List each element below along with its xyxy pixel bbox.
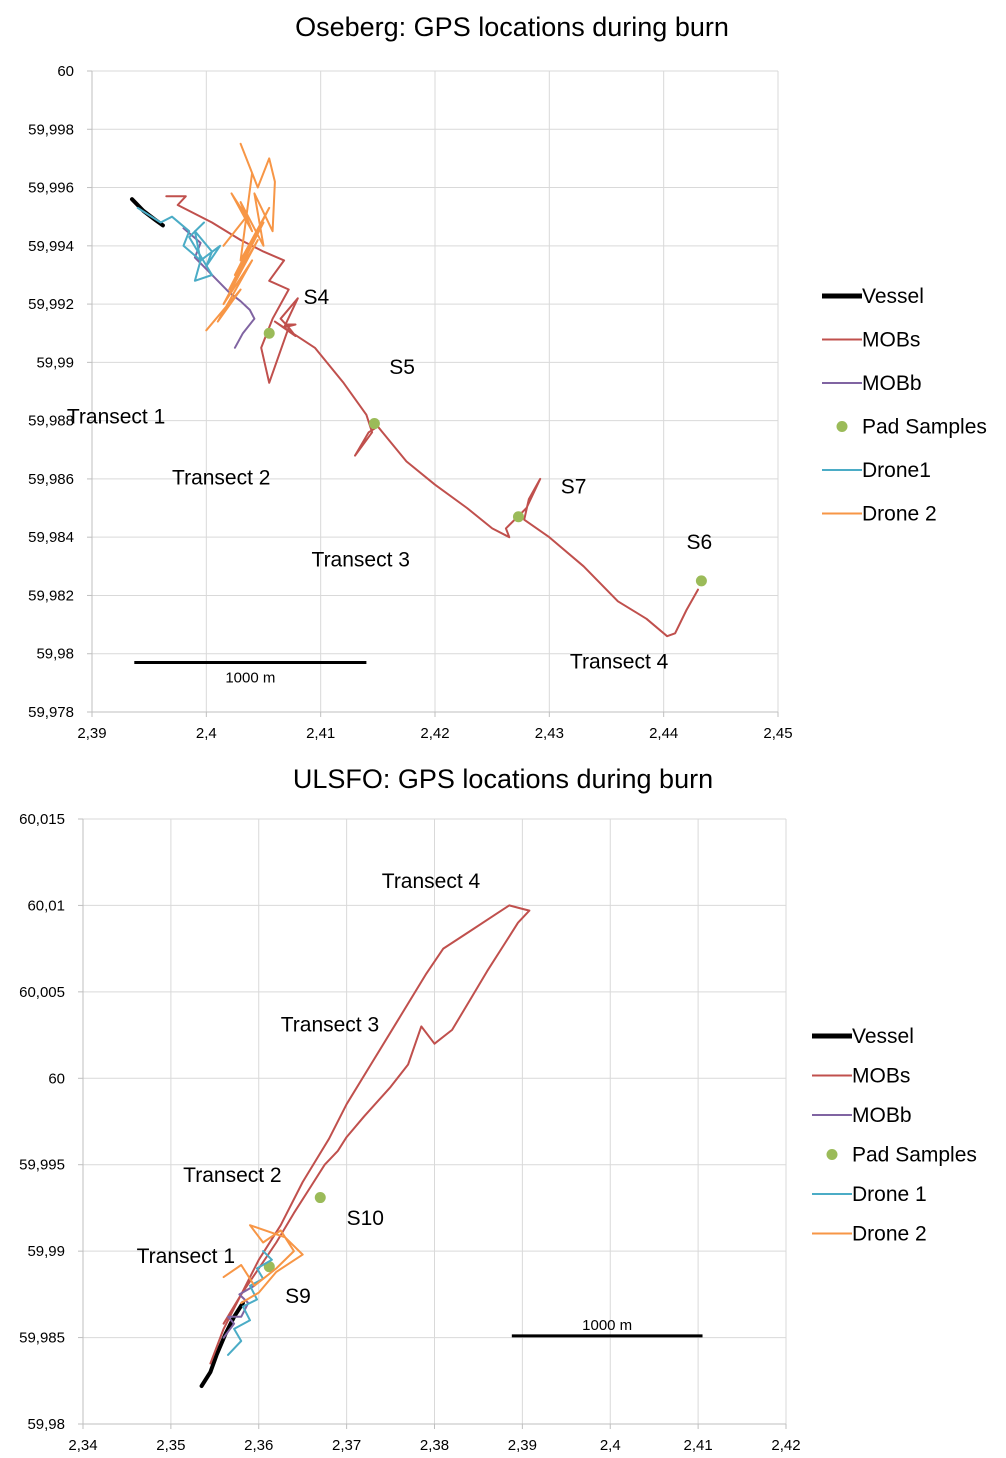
chart-title: Oseberg: GPS locations during burn (295, 12, 729, 42)
scale-bar-label: 1000 m (582, 1317, 632, 1334)
legend-marker (826, 1149, 838, 1160)
x-tick-label: 2,34 (68, 1437, 97, 1454)
x-tick-label: 2,4 (196, 725, 217, 742)
x-tick-label: 2,39 (77, 725, 106, 742)
x-tick-label: 2,44 (649, 725, 678, 742)
legend-label: Vessel (862, 285, 924, 308)
series-pad-samples-point (512, 511, 524, 523)
y-tick-label: 59,986 (28, 471, 74, 488)
annotation-label: S9 (285, 1285, 311, 1308)
y-tick-label: 59,98 (27, 1416, 65, 1433)
y-tick-label: 59,994 (28, 238, 74, 255)
legend: Vessel MOBs MOBb Pad Samples Drone1 Drone 2 (822, 285, 987, 526)
legend-label: Pad Samples (852, 1144, 977, 1167)
y-tick-label: 59,984 (28, 529, 74, 546)
x-tick-label: 2,38 (420, 1437, 449, 1454)
series-vessel-line (199, 1301, 245, 1388)
x-tick-label: 2,42 (771, 1437, 800, 1454)
annotation-label: S7 (561, 475, 587, 498)
y-tick-label: 60,015 (19, 811, 65, 828)
annotation-label: Transect 1 (137, 1245, 235, 1268)
x-tick-label: 2,42 (420, 725, 449, 742)
y-tick-label: 59,982 (28, 587, 74, 604)
annotation-label: Transect 1 (67, 406, 165, 429)
legend-label: MOBb (862, 372, 922, 395)
annotation-label: Transect 2 (183, 1164, 281, 1187)
x-tick-label: 2,35 (156, 1437, 185, 1454)
chart-1: Oseberg: GPS locations during burn 2,39 2,… (28, 12, 987, 742)
legend-label: Pad Samples (862, 416, 987, 439)
x-tick-label: 2,4 (600, 1437, 621, 1454)
legend-label: MOBs (852, 1065, 910, 1088)
y-tick-label: 59,998 (28, 121, 74, 138)
x-tick-label: 2,45 (763, 725, 792, 742)
series-drone-1-line (227, 1250, 273, 1356)
y-tick-label: 59,992 (28, 296, 74, 313)
y-tick-label: 59,99 (36, 354, 74, 371)
series-mobb-line (222, 1284, 256, 1339)
series-pad-samples-point (263, 327, 275, 339)
series-mobs-line (165, 195, 699, 638)
annotation-label: Transect 4 (382, 870, 481, 893)
scale-bar-label: 1000 m (225, 669, 275, 686)
x-tick-label: 2,37 (332, 1437, 361, 1454)
annotation-label: Transect 2 (172, 467, 270, 490)
y-tick-label: 59,996 (28, 180, 74, 197)
y-tick-label: 60 (48, 1070, 65, 1087)
annotation-label: S4 (304, 286, 330, 309)
annotation-label: Transect 4 (570, 650, 669, 673)
series-pad-samples-point (314, 1192, 326, 1204)
y-tick-label: 60,005 (19, 984, 65, 1001)
legend: Vessel MOBs MOBb Pad Samples Drone 1 Drone 2 (812, 1025, 977, 1246)
annotation-label: S5 (389, 356, 415, 379)
annotation-label: Transect 3 (312, 548, 410, 571)
y-tick-label: 59,98 (36, 646, 74, 663)
annotation-label: S10 (347, 1207, 384, 1230)
x-tick-label: 2,41 (306, 725, 335, 742)
series-drone-2-line (205, 142, 276, 332)
legend-label: Vessel (852, 1025, 914, 1048)
x-tick-label: 2,39 (508, 1437, 537, 1454)
legend-marker (836, 421, 848, 432)
legend-label: Drone1 (862, 459, 931, 482)
x-tick-label: 2,41 (684, 1437, 713, 1454)
legend-label: MOBs (862, 329, 920, 352)
y-tick-label: 59,978 (28, 704, 74, 721)
y-tick-label: 59,995 (19, 1157, 65, 1174)
series-drone-2-line (222, 1224, 304, 1304)
series-pad-samples-point (368, 418, 380, 430)
chart-title: ULSFO: GPS locations during burn (293, 764, 713, 794)
series-drone1-line (136, 206, 222, 282)
legend-label: Drone 2 (852, 1223, 927, 1246)
legend-label: Drone 1 (852, 1183, 927, 1206)
annotation-label: S6 (687, 531, 713, 554)
y-tick-label: 59,99 (27, 1243, 65, 1260)
legend-label: MOBb (852, 1104, 912, 1127)
chart-2: ULSFO: GPS locations during burn 2,34 2,35… (19, 764, 977, 1454)
y-tick-label: 59,988 (28, 413, 74, 430)
series-pad-samples-point (695, 575, 707, 587)
y-tick-label: 60,01 (27, 897, 65, 914)
y-tick-label: 59,985 (19, 1330, 65, 1347)
annotation-label: Transect 3 (281, 1014, 379, 1037)
x-tick-label: 2,36 (244, 1437, 273, 1454)
x-tick-label: 2,43 (535, 725, 564, 742)
series-mobs-line (209, 904, 531, 1365)
y-tick-label: 60 (57, 63, 74, 80)
legend-label: Drone 2 (862, 503, 937, 526)
